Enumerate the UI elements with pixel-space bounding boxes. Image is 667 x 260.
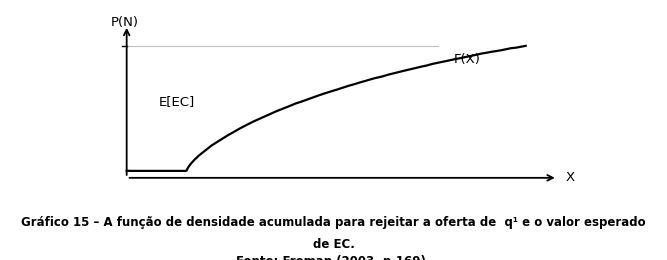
- Text: Gráfico 15 – A função de densidade acumulada para rejeitar a oferta de  q¹ e o v: Gráfico 15 – A função de densidade acumu…: [21, 216, 646, 229]
- Text: X: X: [566, 171, 575, 184]
- Text: Fonte: Freman (2003, p.169).: Fonte: Freman (2003, p.169).: [236, 255, 431, 260]
- Text: E[EC]: E[EC]: [159, 95, 195, 108]
- Text: P(N): P(N): [111, 16, 139, 29]
- Text: de EC.: de EC.: [313, 238, 354, 251]
- Text: F(X): F(X): [454, 53, 481, 66]
